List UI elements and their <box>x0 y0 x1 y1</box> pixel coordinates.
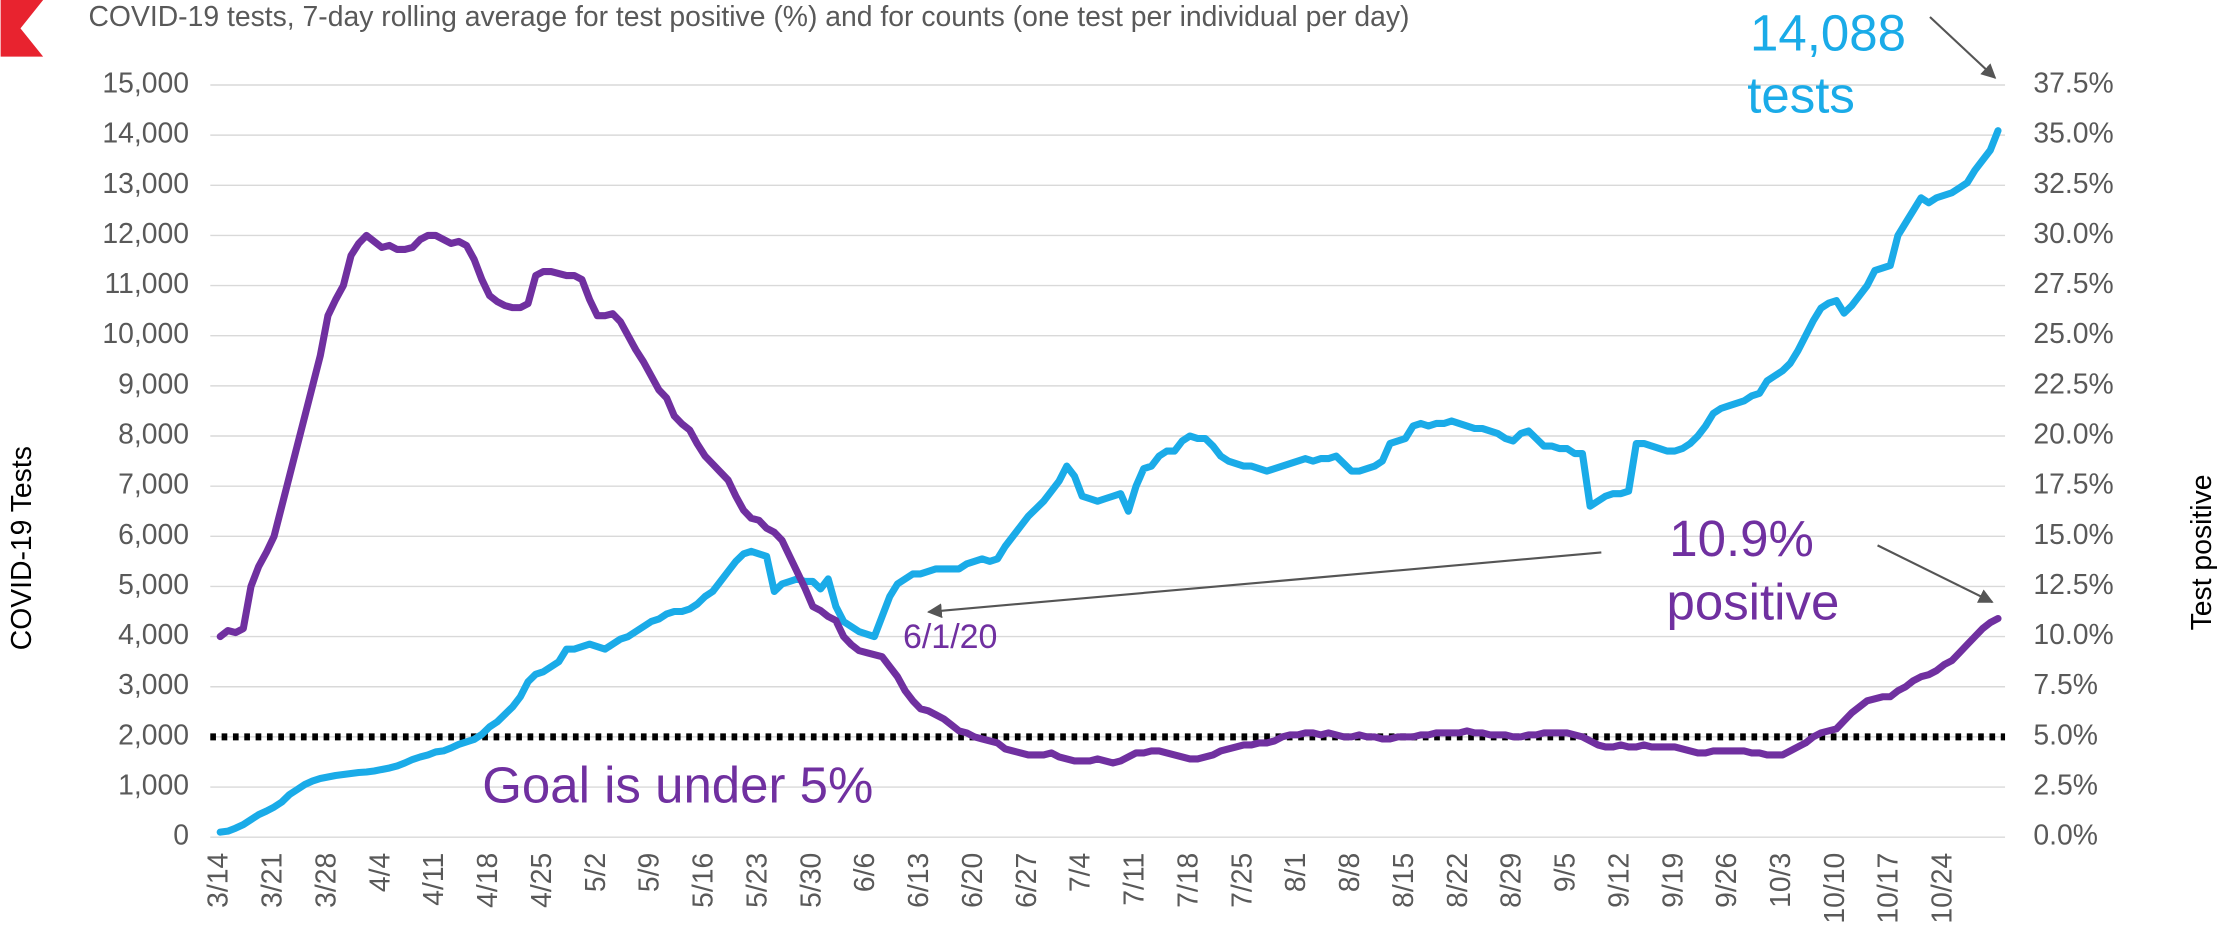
x-tick-label: 4/25 <box>526 853 558 908</box>
goal-label: Goal is under 5% <box>482 756 873 813</box>
y2-tick-label: 17.5% <box>2033 469 2113 501</box>
x-tick-label: 5/16 <box>688 853 720 908</box>
y-tick-label: 11,000 <box>104 268 189 300</box>
data-line <box>216 231 2002 767</box>
x-tick-label: 10/3 <box>1765 853 1797 908</box>
x-tick-label: 6/27 <box>1011 853 1043 908</box>
y2-tick-label: 2.5% <box>2033 770 2098 802</box>
y-tick-label: 7,000 <box>118 469 189 501</box>
y2-tick-label: 25.0% <box>2033 318 2113 350</box>
data-line <box>216 127 2002 836</box>
plot <box>210 127 2006 836</box>
y-tick-label: 10,000 <box>102 318 189 350</box>
x-tick-label: 7/25 <box>1226 853 1258 908</box>
chart-title: COVID-19 tests, 7-day rolling average fo… <box>88 1 1409 33</box>
y-tick-label: 9,000 <box>118 368 189 400</box>
y-tick-label: 3,000 <box>118 669 189 701</box>
x-tick-label: 5/23 <box>741 853 773 908</box>
x-tick-label: 3/14 <box>203 853 235 908</box>
y-axis-title: COVID-19 Tests <box>6 446 38 650</box>
y-tick-label: 5,000 <box>118 569 189 601</box>
y-tick-label: 8,000 <box>118 418 189 450</box>
x-tick-label: 4/4 <box>364 853 396 892</box>
y-tick-label: 2,000 <box>118 719 189 751</box>
x-tick-label: 8/15 <box>1388 853 1420 908</box>
x-tick-label: 8/22 <box>1442 853 1474 908</box>
x-tick-label: 5/2 <box>580 853 612 892</box>
annotation: positive <box>1666 574 1839 631</box>
y-tick-label: 6,000 <box>118 519 189 551</box>
y-tick-label: 13,000 <box>102 168 189 200</box>
x-tick-label: 8/1 <box>1280 853 1312 892</box>
annotation: 14,088 <box>1750 4 1906 61</box>
y2-axis-title: Test positive <box>2186 475 2218 631</box>
y-tick-label: 14,000 <box>102 118 189 150</box>
y2-tick-label: 32.5% <box>2033 168 2113 200</box>
y2-tick-label: 22.5% <box>2033 368 2113 400</box>
x-tick-label: 5/30 <box>795 853 827 908</box>
annotation: tests <box>1747 67 1855 124</box>
y2-tick-label: 10.0% <box>2033 619 2113 651</box>
x-tick-label: 3/28 <box>310 853 342 908</box>
x-tick-label: 8/8 <box>1334 853 1366 892</box>
x-tick-label: 9/5 <box>1550 853 1582 892</box>
x-tick-label: 9/12 <box>1603 853 1635 908</box>
annotation: 10.9% <box>1669 510 1814 567</box>
y2-tick-label: 0.0% <box>2033 820 2098 852</box>
x-tick-label: 10/10 <box>1819 853 1851 924</box>
y2-tick-label: 12.5% <box>2033 569 2113 601</box>
y2-tick-label: 20.0% <box>2033 418 2113 450</box>
x-tick-label: 9/26 <box>1711 853 1743 908</box>
x-tick-label: 9/19 <box>1657 853 1689 908</box>
x-tick-label: 7/4 <box>1065 853 1097 892</box>
y-tick-label: 4,000 <box>118 619 189 651</box>
x-tick-label: 4/18 <box>472 853 504 908</box>
y2-tick-label: 30.0% <box>2033 218 2113 250</box>
arrow <box>1877 544 1994 603</box>
x-tick-label: 10/24 <box>1927 853 1959 924</box>
y2-tick-label: 5.0% <box>2033 719 2098 751</box>
arrow <box>1929 16 1997 79</box>
x-tick-label: 6/6 <box>849 853 881 892</box>
y-tick-label: 12,000 <box>102 218 189 250</box>
x-tick-label: 7/11 <box>1119 853 1151 906</box>
logo-fragment <box>0 0 44 57</box>
y2-tick-label: 27.5% <box>2033 268 2113 300</box>
x-tick-label: 8/29 <box>1496 853 1528 908</box>
x-tick-label: 3/21 <box>257 853 289 908</box>
x-tick-label: 6/13 <box>903 853 935 908</box>
y-tick-label: 1,000 <box>118 770 189 802</box>
y2-tick-label: 7.5% <box>2033 669 2098 701</box>
y2-tick-label: 37.5% <box>2033 67 2113 99</box>
grid: 0 1,000 2,000 3,000 4,000 5,000 6,000 7,000 8,00… <box>102 67 2113 923</box>
x-tick-label: 5/9 <box>634 853 666 892</box>
x-tick-label: 7/18 <box>1172 853 1204 908</box>
y2-tick-label: 15.0% <box>2033 519 2113 551</box>
x-tick-label: 4/11 <box>418 853 450 906</box>
y2-tick-label: 35.0% <box>2033 118 2113 150</box>
annotation: 6/1/20 <box>903 618 998 656</box>
y-tick-label: 0 <box>173 820 189 852</box>
x-tick-label: 6/20 <box>957 853 989 908</box>
x-tick-label: 10/17 <box>1873 853 1905 924</box>
y-tick-label: 15,000 <box>102 67 189 99</box>
arrow <box>926 551 1602 619</box>
